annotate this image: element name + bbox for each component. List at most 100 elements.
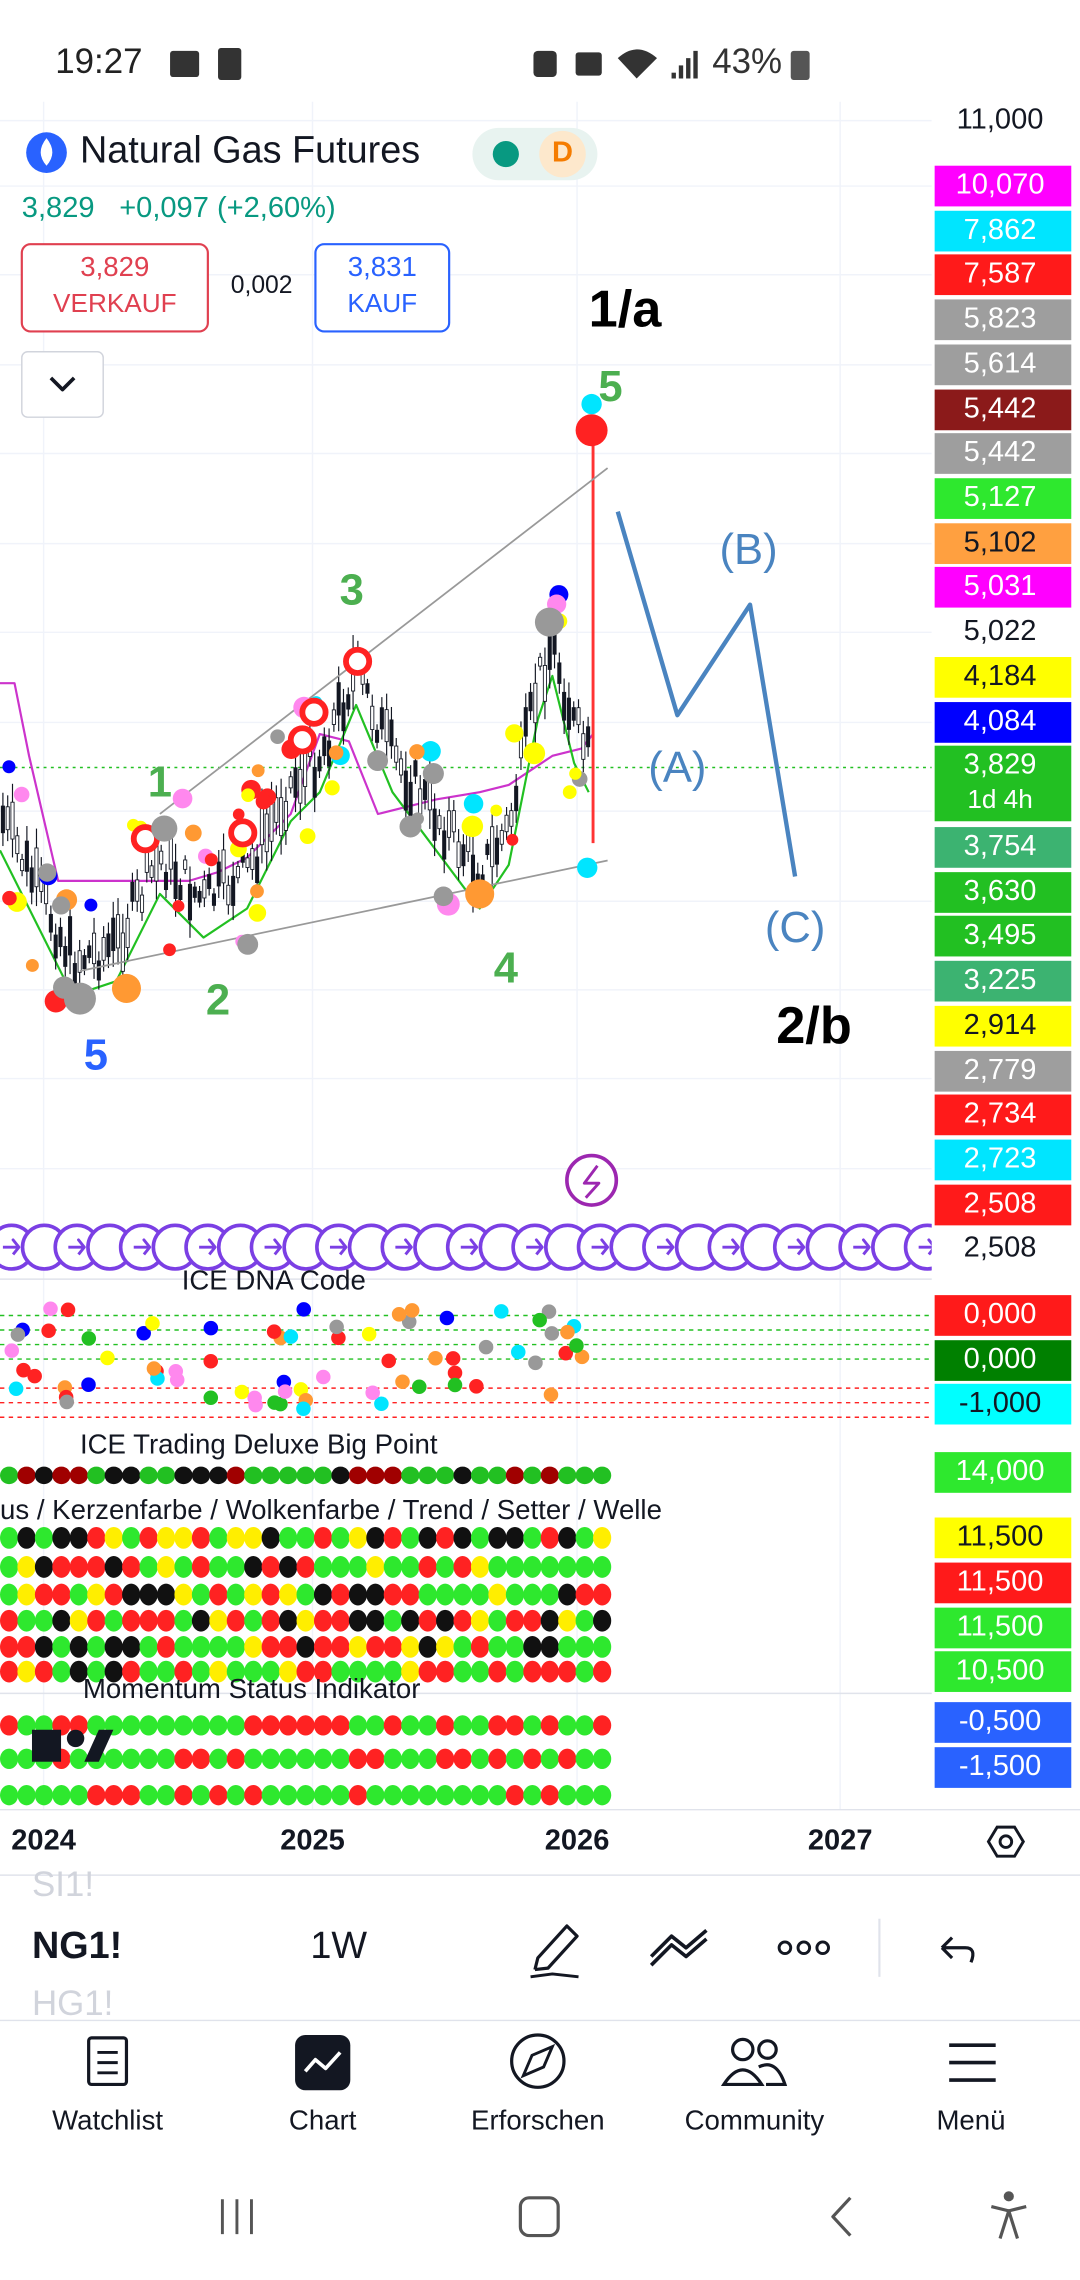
candle-body: [279, 797, 284, 837]
ribbon-segment: [52, 1609, 71, 1632]
ribbon-segment: [34, 1556, 54, 1578]
dna-dot: [478, 1339, 494, 1355]
dna-dot: [411, 1379, 427, 1395]
ribbon-segment: [191, 1635, 211, 1658]
sell-button[interactable]: [20, 243, 209, 333]
candle-body: [5, 806, 10, 831]
ribbon-segment: [470, 1748, 490, 1769]
price-label: 11,500: [957, 1611, 1044, 1643]
candle-body: [432, 808, 437, 841]
dna-dot: [81, 1331, 97, 1346]
nav-label[interactable]: Erforschen: [471, 2105, 605, 2136]
ribbon-segment: [331, 1556, 350, 1578]
ribbon-segment: [453, 1660, 472, 1683]
ribbon-segment: [17, 1466, 36, 1485]
ribbon-segment: [593, 1784, 612, 1806]
ribbon-segment: [226, 1526, 245, 1549]
ribbon-segment: [279, 1715, 298, 1736]
buy-price: 3,831: [348, 251, 417, 282]
ribbon-segment: [209, 1635, 228, 1658]
ribbon-segment: [0, 1583, 19, 1606]
nav-label[interactable]: Community: [685, 2105, 825, 2136]
nav-label[interactable]: Watchlist: [52, 2105, 163, 2136]
nav-label[interactable]: Menü: [936, 2105, 1005, 2136]
ribbon-segment: [69, 1784, 88, 1806]
ribbon-segment: [366, 1526, 385, 1549]
ribbon-segment: [34, 1466, 54, 1485]
interval-selector[interactable]: 1W: [310, 1925, 367, 1967]
ribbon-segment: [558, 1583, 577, 1606]
flame: [40, 138, 53, 166]
lines-tool-icon[interactable]: [649, 1928, 708, 1958]
ribbon-segment: [575, 1466, 594, 1485]
tv-logo-leg: [84, 1729, 114, 1762]
ribbon-segment: [156, 1715, 176, 1736]
gallery-icon: [170, 50, 200, 78]
ribbon-segment: [313, 1583, 333, 1606]
back-button: [831, 2196, 852, 2237]
dna-dot: [248, 1397, 263, 1413]
buy-button[interactable]: [314, 243, 451, 333]
ribbon-segment: [313, 1748, 333, 1769]
ribbon-segment: [575, 1748, 594, 1769]
price-label: 14,000: [956, 1455, 1045, 1487]
candle-body: [211, 893, 217, 906]
ribbon-segment: [436, 1609, 455, 1632]
ribbon-segment: [348, 1715, 368, 1736]
candle-body: [523, 707, 528, 737]
ribbon-segment: [558, 1635, 577, 1658]
tv-logo-bar: [31, 1729, 62, 1762]
dropdown-button[interactable]: [21, 351, 104, 418]
ribbon-segment: [122, 1635, 141, 1658]
price-label-bg: [934, 210, 1072, 252]
ribbon-segment: [226, 1715, 245, 1736]
ribbon-segment: [174, 1556, 193, 1578]
dna-dot: [543, 1387, 559, 1403]
nav-label[interactable]: Chart: [289, 2105, 357, 2136]
candle-body: [408, 781, 413, 818]
ribbon-segment: [34, 1609, 54, 1632]
dna-dot: [361, 1326, 377, 1342]
ribbon-segment: [313, 1660, 333, 1683]
price-label: 4,084: [964, 705, 1037, 737]
candle-body: [120, 932, 125, 972]
status-battery: 43%: [712, 42, 782, 81]
undo-icon[interactable]: [940, 1936, 975, 1963]
price-label-bg: [934, 478, 1072, 519]
price-label-bg: [934, 1050, 1072, 1092]
nav-hit[interactable]: [5, 2027, 210, 2152]
candle-body: [365, 683, 370, 694]
candle-body: [96, 960, 101, 981]
bar-countdown: 1d 4h: [967, 784, 1032, 814]
ribbon-segment: [0, 1526, 19, 1549]
symbol-selector[interactable]: NG1!: [32, 1925, 122, 1967]
candle-body: [125, 917, 130, 948]
dna-dot: [541, 1304, 557, 1319]
nav-hit[interactable]: [436, 2027, 640, 2152]
signal-ring: [343, 646, 373, 676]
signal-dot: [241, 788, 255, 802]
dna-dot: [329, 1319, 344, 1335]
dna-dot: [8, 1381, 24, 1397]
dna-dot: [59, 1394, 75, 1410]
nav-hit[interactable]: [869, 2027, 1073, 2152]
ribbon-segment: [244, 1609, 263, 1632]
draw-tool-icon[interactable]: [533, 1924, 579, 1972]
wifi-icon: [617, 49, 658, 79]
ribbon-segment: [593, 1715, 612, 1736]
dna-dot: [569, 1338, 584, 1353]
settings-icon[interactable]: [986, 1825, 1026, 1858]
price-label: 10,070: [956, 169, 1045, 201]
ribbon-segment: [0, 1660, 19, 1683]
candle-body: [221, 849, 226, 884]
ribbon-segment: [401, 1609, 420, 1632]
ribbon-segment: [174, 1526, 193, 1549]
candle-body: [53, 934, 58, 959]
community-head: [730, 2037, 755, 2062]
ribbon-segment: [505, 1784, 525, 1806]
status-time: 19:27: [55, 42, 142, 81]
ribbon-segment: [69, 1466, 88, 1485]
signal-dot: [490, 804, 503, 817]
ribbon-segment: [418, 1466, 437, 1485]
